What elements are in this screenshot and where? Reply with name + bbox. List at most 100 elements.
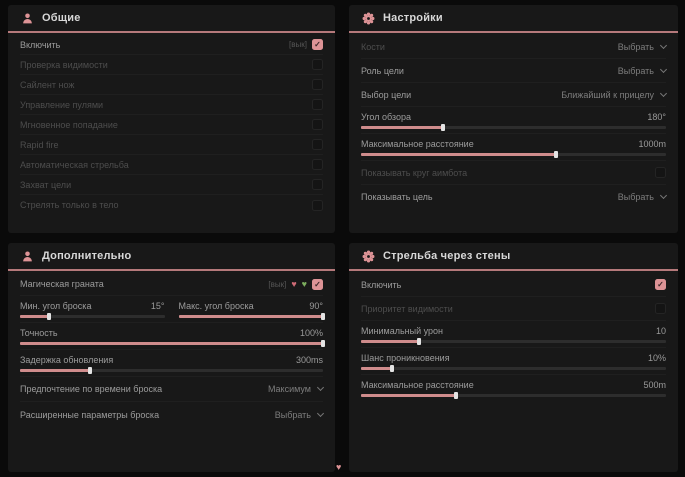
row-label: Сайлент нож bbox=[20, 79, 75, 90]
slider-row-max-angle: Макс. угол броска 90° bbox=[178, 296, 325, 322]
min-damage-slider[interactable] bbox=[361, 338, 666, 345]
checkbox[interactable] bbox=[312, 199, 323, 211]
checkbox[interactable] bbox=[312, 159, 323, 170]
checkbox[interactable] bbox=[312, 179, 323, 190]
toggle-row-auto-fire[interactable]: Автоматическая стрельба bbox=[20, 155, 323, 175]
dropdown-row-bones: Кости Выбрать bbox=[361, 35, 668, 59]
slider-thumb[interactable] bbox=[321, 313, 325, 320]
slider-row-update-delay: Задержка обновления 300ms bbox=[20, 350, 323, 377]
person-icon bbox=[21, 12, 34, 25]
slider-thumb[interactable] bbox=[416, 338, 421, 345]
row-label: Макс. угол броска bbox=[178, 300, 254, 311]
chevron-down-icon bbox=[659, 89, 668, 97]
panel-title: Дополнительно bbox=[42, 250, 132, 262]
advanced-throw-dropdown[interactable]: Выбрать bbox=[275, 409, 325, 420]
dropdown-row-target-role: Роль цели Выбрать bbox=[361, 59, 668, 83]
keybind-label[interactable]: [вык] bbox=[289, 40, 307, 49]
toggle-row-bullet-control[interactable]: Управление пулями bbox=[20, 95, 323, 115]
row-label: Показывать круг аимбота bbox=[361, 167, 468, 178]
panel-wallbang-header: Стрельба через стены bbox=[349, 243, 678, 271]
green-heart-icon[interactable]: ♥ bbox=[301, 278, 307, 289]
row-label: Автоматическая стрельба bbox=[20, 159, 129, 170]
throw-time-dropdown[interactable]: Максимум bbox=[268, 383, 325, 394]
slider-thumb[interactable] bbox=[441, 124, 446, 131]
checkbox[interactable] bbox=[655, 279, 666, 290]
dropdown-row-throw-time: Предпочтение по времени броска Максимум bbox=[20, 377, 325, 402]
fov-slider[interactable] bbox=[361, 124, 666, 131]
penetration-chance-slider[interactable] bbox=[361, 365, 666, 372]
checkbox[interactable] bbox=[312, 278, 323, 290]
max-angle-slider[interactable] bbox=[178, 313, 325, 320]
panel-title: Стрельба через стены bbox=[383, 250, 511, 262]
toggle-row-body-only[interactable]: Стрелять только в тело bbox=[20, 195, 323, 215]
row-label: Минимальный урон bbox=[361, 325, 444, 336]
slider-row-min-damage: Минимальный урон 10 bbox=[361, 321, 666, 348]
row-label: Стрелять только в тело bbox=[20, 200, 119, 210]
target-select-dropdown[interactable]: Ближайший к прицелу bbox=[561, 89, 668, 100]
row-label: Приоритет видимости bbox=[361, 303, 453, 314]
toggle-row-wallbang-enable[interactable]: Включить bbox=[361, 273, 666, 297]
toggle-row-visibility-check[interactable]: Проверка видимости bbox=[20, 55, 323, 75]
max-distance-slider[interactable] bbox=[361, 151, 666, 158]
row-label: Включить bbox=[361, 279, 402, 290]
wallbang-max-distance-slider[interactable] bbox=[361, 392, 666, 399]
row-label: Шанс проникновения bbox=[361, 352, 450, 363]
dropdown-row-show-target: Показывать цель Выбрать bbox=[361, 185, 668, 209]
toggle-row-instant-hit[interactable]: Мгновенное попадание bbox=[20, 115, 323, 135]
slider-thumb[interactable] bbox=[453, 392, 458, 399]
checkbox[interactable] bbox=[312, 99, 323, 110]
toggle-row-show-circle[interactable]: Показывать круг аимбота bbox=[361, 161, 666, 185]
row-label: Управление пулями bbox=[20, 99, 104, 110]
slider-value: 100% bbox=[299, 327, 323, 338]
panel-title: Настройки bbox=[383, 12, 443, 24]
toggle-row-enable[interactable]: Включить [вык] bbox=[20, 35, 323, 55]
chevron-down-icon bbox=[316, 409, 325, 417]
checkbox[interactable] bbox=[312, 119, 323, 130]
checkbox[interactable] bbox=[312, 79, 323, 90]
slider-fill bbox=[361, 394, 456, 397]
row-label: Мин. угол броска bbox=[20, 300, 92, 311]
slider-thumb[interactable] bbox=[46, 313, 51, 320]
accuracy-slider[interactable] bbox=[20, 340, 325, 347]
slider-value: 300ms bbox=[295, 354, 323, 365]
pink-heart-icon[interactable]: ♥ bbox=[291, 278, 297, 289]
checkbox[interactable] bbox=[655, 303, 666, 314]
slider-value: 15° bbox=[150, 300, 165, 311]
checkbox[interactable] bbox=[312, 39, 323, 50]
slider-thumb[interactable] bbox=[554, 151, 559, 158]
min-angle-slider[interactable] bbox=[20, 313, 165, 320]
slider-value: 500m bbox=[643, 379, 666, 390]
slider-fill bbox=[361, 367, 392, 370]
checkbox[interactable] bbox=[312, 139, 323, 150]
row-label: Точность bbox=[20, 327, 58, 338]
update-delay-slider[interactable] bbox=[20, 367, 323, 374]
toggle-row-magic-grenade[interactable]: Магическая граната [вык] ♥ ♥ bbox=[20, 273, 323, 296]
panel-settings: Настройки Кости Выбрать Роль цели Выбрат… bbox=[349, 5, 678, 233]
toggle-row-silent-knife[interactable]: Сайлент нож bbox=[20, 75, 323, 95]
panel-additional: Дополнительно Магическая граната [вык] ♥… bbox=[8, 243, 335, 472]
dual-slider-row-throw-angles: Мин. угол броска 15° Макс. угол броска 9… bbox=[20, 296, 325, 323]
toggle-row-target-lock[interactable]: Захват цели bbox=[20, 175, 323, 195]
slider-fill bbox=[20, 369, 90, 372]
row-label: Rapid fire bbox=[20, 139, 59, 150]
row-label: Магическая граната bbox=[20, 279, 104, 289]
slider-thumb[interactable] bbox=[87, 367, 92, 374]
row-label: Расширенные параметры броска bbox=[20, 409, 160, 420]
row-label: Максимальное расстояние bbox=[361, 138, 474, 149]
row-label: Максимальное расстояние bbox=[361, 379, 474, 390]
slider-fill bbox=[361, 340, 419, 343]
slider-fill bbox=[20, 315, 49, 318]
bones-dropdown[interactable]: Выбрать bbox=[618, 41, 668, 52]
slider-thumb[interactable] bbox=[389, 365, 394, 372]
target-role-dropdown[interactable]: Выбрать bbox=[618, 65, 668, 76]
checkbox[interactable] bbox=[655, 167, 666, 178]
show-target-dropdown[interactable]: Выбрать bbox=[618, 191, 668, 202]
toggle-row-visibility-priority[interactable]: Приоритет видимости bbox=[361, 297, 666, 321]
panel-additional-header: Дополнительно bbox=[8, 243, 335, 271]
keybind-label[interactable]: [вык] bbox=[268, 279, 287, 289]
slider-value: 10 bbox=[655, 325, 666, 336]
chevron-down-icon bbox=[659, 65, 668, 73]
checkbox[interactable] bbox=[312, 59, 323, 70]
slider-thumb[interactable] bbox=[321, 340, 325, 347]
toggle-row-rapid-fire[interactable]: Rapid fire bbox=[20, 135, 323, 155]
